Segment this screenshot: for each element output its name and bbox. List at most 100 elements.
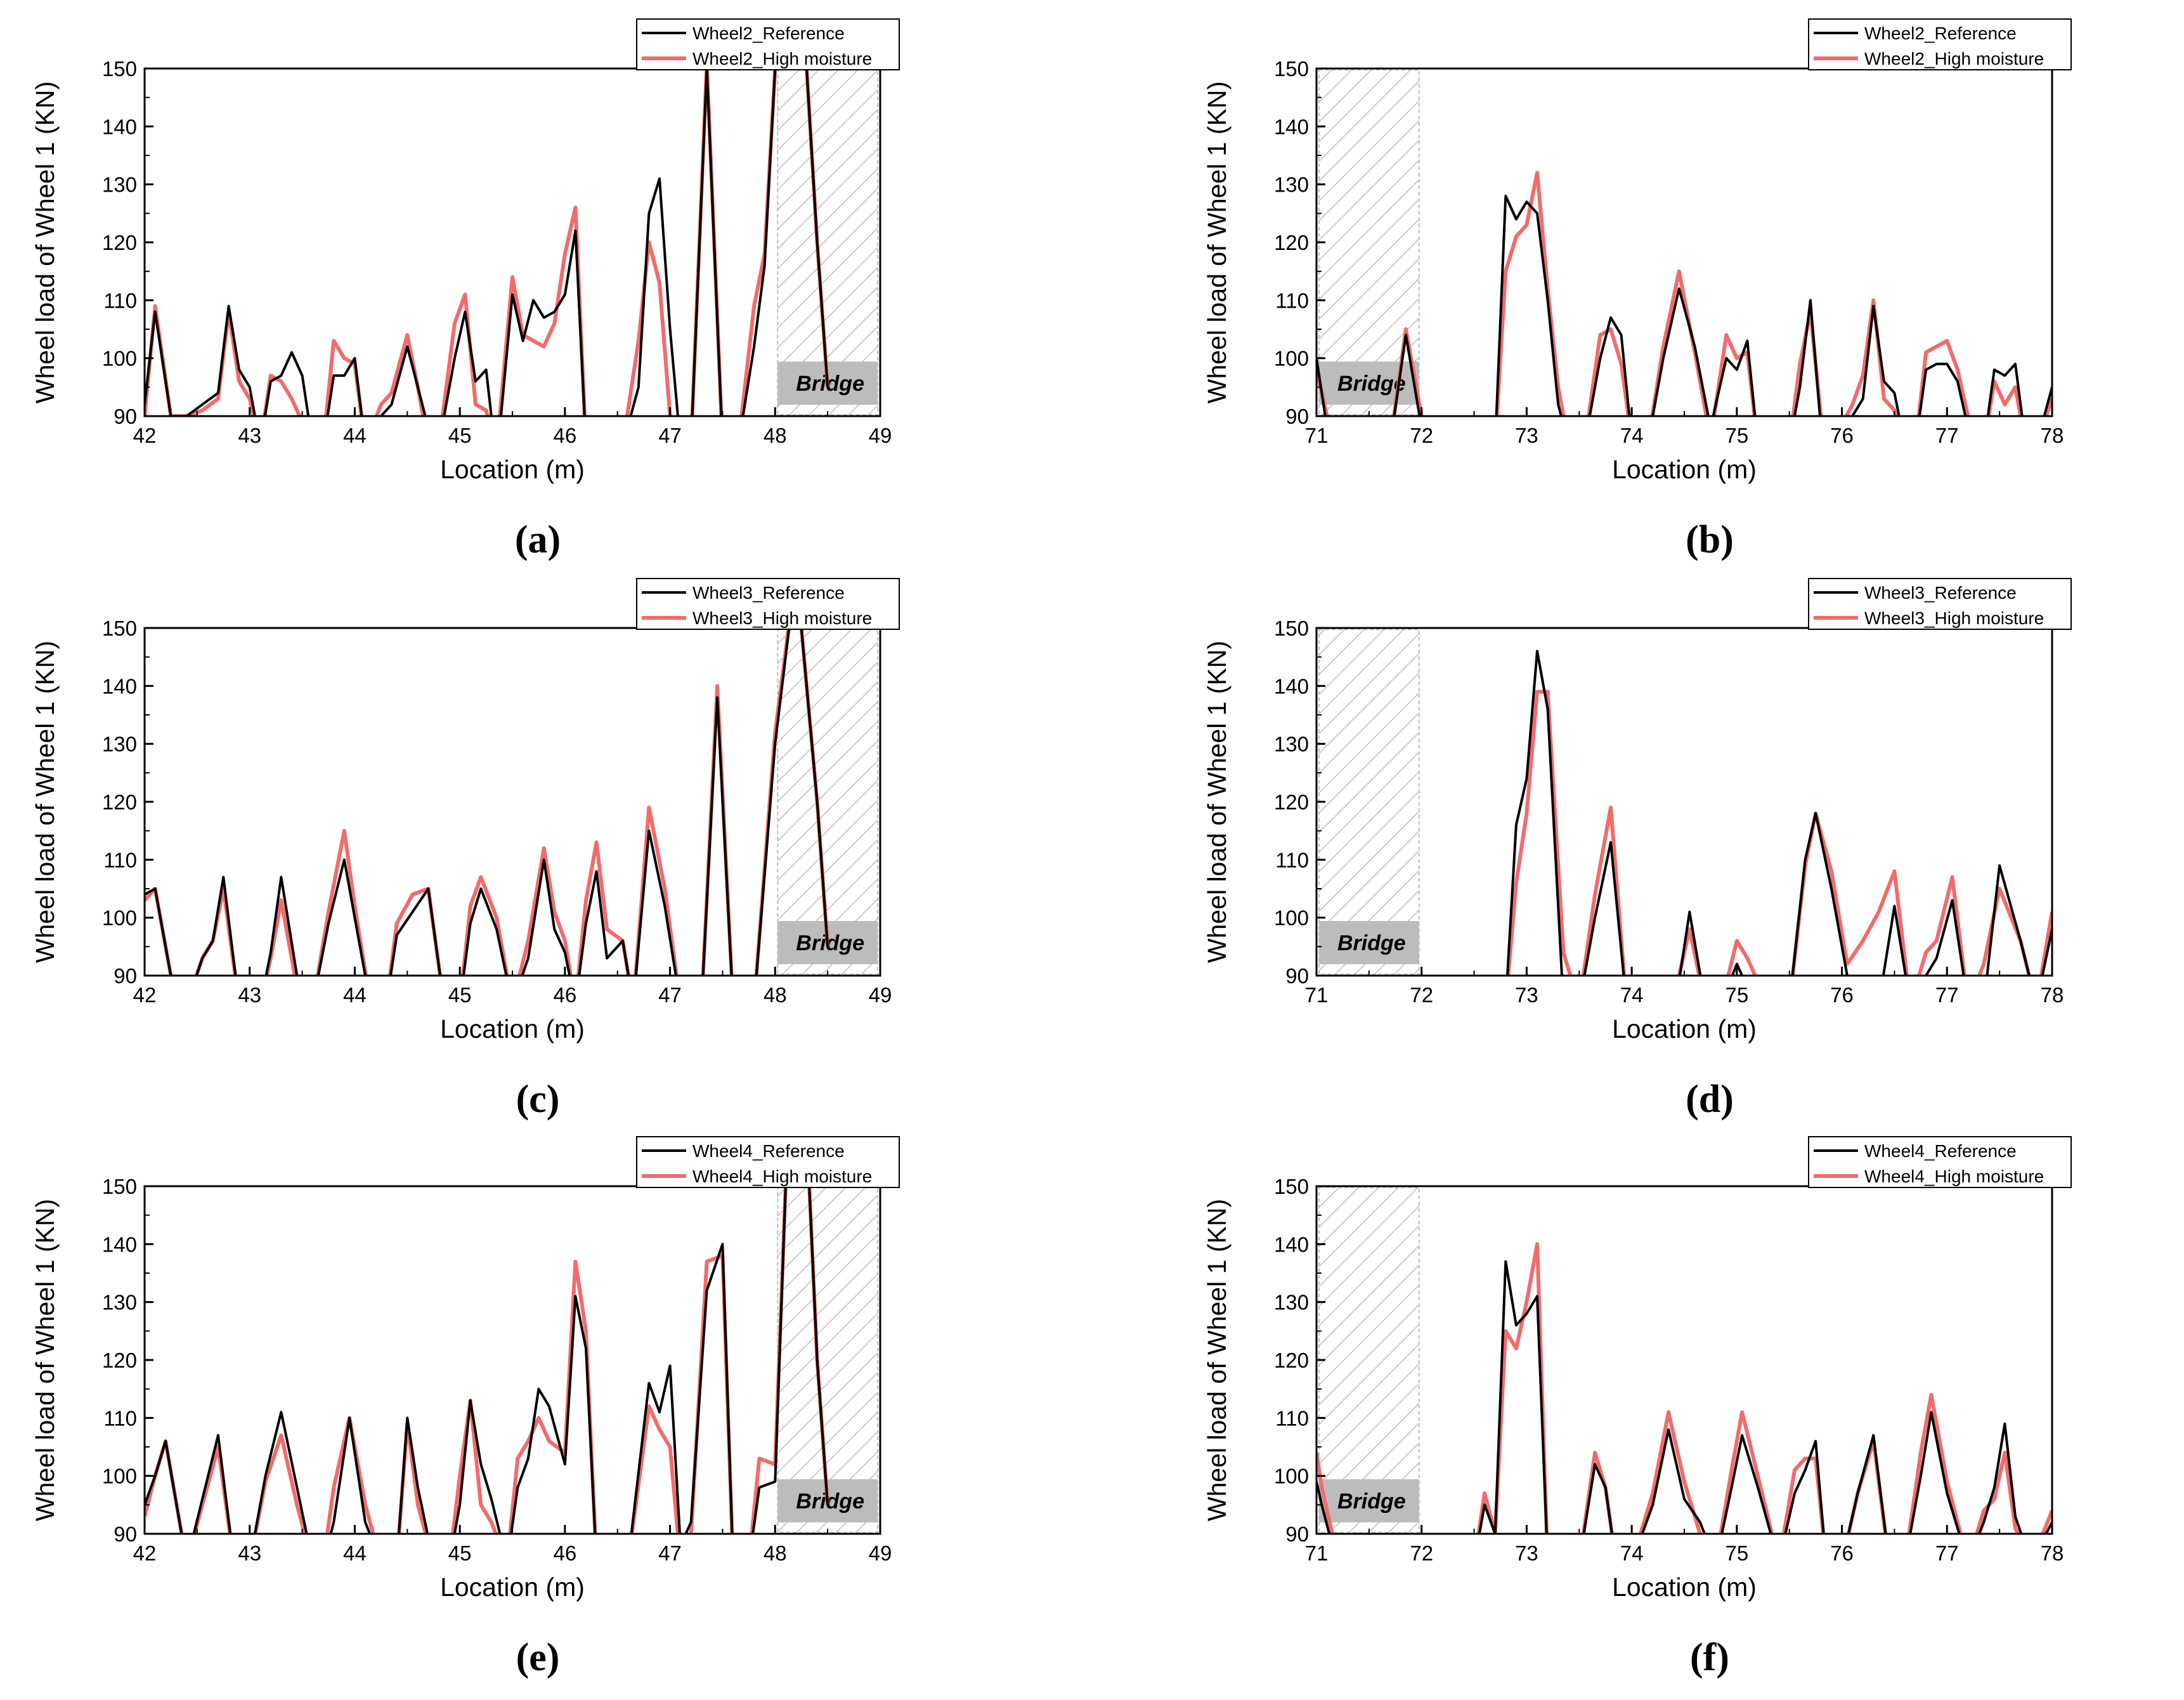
panel-label: (e) [516,1636,560,1679]
y-tick-label: 100 [102,906,137,930]
chart-panel-d: Bridge 71 72 73 74 75 76 77 78 90 100 110 120 130 140 1… [1202,578,2072,1121]
y-axis-title: Wheel load of Wheel 1 (KN) [30,81,60,403]
x-tick-label: 76 [1830,983,1854,1007]
x-tick-label: 44 [343,1541,367,1565]
y-axis-title: Wheel load of Wheel 1 (KN) [30,1199,60,1521]
panel-label: (b) [1686,518,1734,561]
y-tick-label: 130 [1274,1291,1309,1314]
legend-label: Wheel4_High moisture [692,1167,872,1186]
series-line-high-moisture [1316,171,2052,416]
x-tick-label: 77 [1935,424,1959,447]
legend-box [1808,1136,2072,1188]
y-tick-label: 90 [1285,964,1309,988]
legend-label: Wheel4_Reference [1864,1141,2017,1161]
x-tick-label: 72 [1410,1541,1433,1565]
x-tick-label: 73 [1515,1541,1538,1565]
y-tick-label: 150 [102,1175,137,1198]
legend-label: Wheel3_High moisture [1864,608,2044,628]
plot-frame [143,1185,881,1535]
x-tick-label: 78 [2041,1541,2064,1565]
y-tick-label: 110 [1275,289,1309,312]
x-tick-label: 74 [1620,1541,1644,1565]
series-line-reference [145,69,829,416]
x-tick-label: 72 [1410,983,1433,1007]
y-tick-label: 140 [102,1232,137,1256]
x-tick-label: 49 [869,1541,892,1565]
y-tick-label: 150 [1274,57,1309,81]
bridge-label: Bridge [796,1489,864,1514]
y-axis-title: Wheel load of Wheel 1 (KN) [1202,81,1232,403]
x-tick-label: 43 [238,983,261,1007]
y-tick-label: 120 [1274,231,1309,254]
x-tick-label: 47 [658,424,682,447]
legend-box [1808,18,2072,70]
y-tick-label: 140 [1274,1232,1309,1256]
y-tick-label: 110 [1275,848,1309,872]
y-tick-label: 110 [103,1406,137,1430]
x-tick-label: 43 [238,1541,261,1565]
bridge-label: Bridge [796,372,864,396]
y-tick-label: 90 [1285,405,1309,428]
y-tick-label: 90 [1285,1522,1309,1546]
y-tick-label: 130 [1274,733,1309,756]
x-tick-label: 73 [1515,424,1538,447]
y-tick-label: 100 [102,347,137,370]
legend-box [636,18,900,70]
series-line-reference [1505,650,2052,976]
bridge-label: Bridge [1337,372,1406,396]
x-tick-label: 74 [1620,983,1644,1007]
chart-panel-a: Bridge 42 43 44 45 46 47 48 49 90 100 110 120 130 140 1… [30,18,900,561]
x-tick-label: 47 [658,1541,682,1565]
y-tick-label: 150 [1274,1175,1309,1198]
x-tick-label: 74 [1620,424,1644,447]
bridge-label: Bridge [796,931,864,955]
bridge-zone [1318,1187,1420,1533]
x-tick-label: 77 [1935,983,1959,1007]
x-tick-label: 72 [1410,424,1433,447]
bridge-zone [777,1187,879,1533]
x-tick-label: 71 [1305,983,1329,1007]
y-tick-label: 130 [102,733,137,756]
x-tick-label: 75 [1725,983,1748,1007]
legend-label: Wheel3_High moisture [692,608,872,628]
x-tick-label: 78 [2041,424,2064,447]
y-tick-label: 100 [1274,906,1309,930]
x-tick-label: 42 [133,1541,157,1565]
x-tick-label: 78 [2041,983,2064,1007]
legend-label: Wheel2_Reference [692,23,845,43]
legend-label: Wheel2_High moisture [1864,49,2044,69]
y-tick-label: 140 [1274,674,1309,698]
x-tick-label: 47 [658,983,682,1007]
x-tick-label: 49 [869,983,892,1007]
x-tick-label: 48 [764,983,787,1007]
chart-panel-f: Bridge 71 72 73 74 75 76 77 78 90 100 110 120 130 140 1… [1202,1136,2072,1679]
legend-label: Wheel3_Reference [1864,583,2017,603]
legend-label: Wheel2_High moisture [692,49,872,69]
y-tick-label: 150 [1274,617,1309,640]
y-tick-label: 120 [1274,790,1309,814]
bridge-label-bg [1319,1479,1419,1522]
x-axis-title: Location (m) [1612,1573,1757,1602]
series-line-high-moisture [1506,690,2052,976]
y-tick-label: 100 [1274,1465,1309,1488]
y-tick-label: 110 [1275,1406,1309,1430]
y-tick-label: 150 [102,617,137,640]
x-axis-title: Location (m) [440,1573,585,1602]
y-tick-label: 120 [102,790,137,814]
x-tick-label: 48 [764,1541,787,1565]
y-tick-label: 130 [1274,173,1309,197]
legend-label: Wheel4_High moisture [1864,1167,2044,1186]
legend-box [636,1136,900,1188]
y-tick-label: 140 [102,674,137,698]
chart-panel-b: Bridge 71 72 73 74 75 76 77 78 90 100 110 120 130 140 1… [1202,18,2072,561]
x-tick-label: 46 [553,1541,576,1565]
legend-label: Wheel4_Reference [692,1141,845,1161]
bridge-label-bg [1319,921,1419,964]
x-tick-label: 45 [448,1541,472,1565]
y-tick-label: 90 [114,1522,137,1546]
series-line-high-moisture [145,628,830,976]
x-tick-label: 76 [1830,1541,1854,1565]
x-tick-label: 46 [553,424,576,447]
plot-frame [143,67,881,417]
